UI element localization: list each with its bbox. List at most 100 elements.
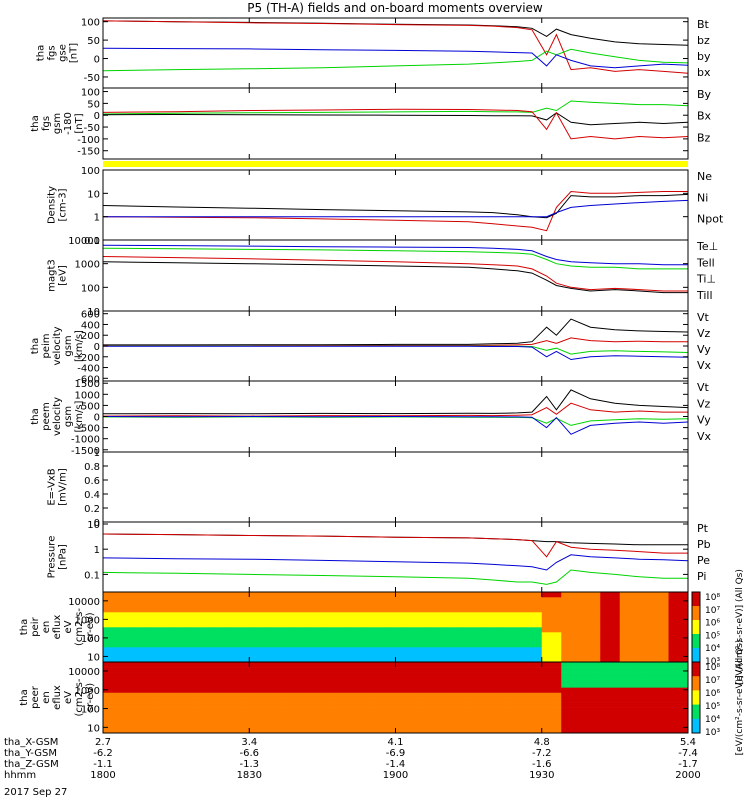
heat-cell (600, 702, 611, 708)
heat-cell (541, 677, 552, 683)
heat-cell (668, 622, 679, 628)
heat-cell (376, 607, 387, 613)
x-axis-value: -7.2 (532, 748, 552, 759)
heat-cell (434, 672, 445, 678)
heat-cell (580, 627, 591, 633)
y-tick-label: 1000 (75, 390, 100, 401)
heat-cell (629, 682, 640, 688)
heat-cell (142, 662, 153, 668)
heat-cell (385, 662, 396, 668)
heat-cell (668, 617, 679, 623)
heat-cell (454, 692, 465, 698)
heat-cell (502, 657, 513, 663)
heat-cell (493, 627, 504, 633)
heat-cell (551, 592, 562, 598)
heat-cell (493, 682, 504, 688)
heat-cell (600, 662, 611, 668)
heat-cell (610, 687, 621, 693)
heat-cell (629, 642, 640, 648)
heat-cell (473, 637, 484, 643)
heat-cell (668, 687, 679, 693)
heat-cell (298, 712, 309, 719)
heat-cell (590, 727, 601, 734)
heat-cell (103, 717, 114, 724)
heat-cell (337, 622, 348, 628)
colorbar-tick-label: 10⁴ (705, 644, 720, 654)
x-axis-value: 1930 (529, 770, 554, 781)
heat-cell (541, 697, 552, 703)
heat-cell (512, 622, 523, 628)
heat-cell (307, 632, 318, 638)
heat-cell (142, 652, 153, 658)
heat-cell (210, 707, 221, 714)
heat-cell (190, 717, 201, 724)
heat-cell (317, 672, 328, 678)
heat-cell (142, 707, 153, 714)
heat-cell (668, 727, 679, 734)
heat-cell (483, 657, 494, 663)
heat-cell (493, 707, 504, 714)
heat-cell (142, 622, 153, 628)
heat-cell (395, 657, 406, 663)
heat-cell (405, 597, 416, 603)
heat-cell (649, 647, 660, 653)
y-tick-label: 1500 (75, 379, 100, 390)
heat-cell (649, 667, 660, 673)
heat-cell (268, 592, 279, 598)
heat-cell (337, 667, 348, 673)
heat-cell (142, 667, 153, 673)
heat-cell (415, 722, 426, 729)
heat-cell (551, 622, 562, 628)
y-tick-label: -400 (77, 364, 100, 375)
heat-cell (385, 607, 396, 613)
heat-cell (376, 662, 387, 668)
heat-cell (551, 692, 562, 698)
heat-cell (619, 702, 630, 708)
heat-cell (395, 637, 406, 643)
heat-cell (366, 612, 377, 618)
heat-cell (161, 667, 172, 673)
heat-cell (210, 722, 221, 729)
heat-cell (151, 692, 162, 698)
heat-cell (561, 682, 572, 688)
heat-cell (268, 707, 279, 714)
heat-cell (600, 672, 611, 678)
heat-cell (103, 727, 114, 734)
heat-cell (112, 607, 123, 613)
heat-cell (181, 687, 192, 693)
heat-cell (112, 637, 123, 643)
heat-cell (112, 672, 123, 678)
heat-cell (356, 612, 367, 618)
colorbar-cell (692, 701, 700, 705)
heat-cell (561, 637, 572, 643)
heat-cell (571, 652, 582, 658)
heat-cell (434, 712, 445, 719)
heat-cell (346, 677, 357, 683)
heat-cell (649, 702, 660, 708)
heat-cell (317, 682, 328, 688)
heat-cell (522, 617, 533, 623)
heat-cell (483, 592, 494, 598)
heat-cell (366, 667, 377, 673)
heat-cell (366, 622, 377, 628)
heat-cell (610, 692, 621, 698)
y-tick-label: -600 (77, 374, 100, 385)
heat-cell (356, 607, 367, 613)
y-tick-label: 10 (87, 520, 100, 531)
heat-cell (405, 617, 416, 623)
heat-cell (356, 652, 367, 658)
colorbar-cell (692, 693, 700, 698)
heat-cell (493, 677, 504, 683)
heat-cell (658, 647, 669, 653)
heat-cell (502, 647, 513, 653)
y-tick-label: 100 (81, 166, 100, 177)
heat-cell (590, 597, 601, 603)
heat-cell (190, 657, 201, 663)
heat-cell (151, 657, 162, 663)
heat-cell (580, 652, 591, 658)
heat-cell (649, 727, 660, 734)
heat-cell (658, 657, 669, 663)
heat-cell (385, 647, 396, 653)
heat-cell (395, 707, 406, 714)
legend-Pt: Pt (697, 522, 709, 535)
